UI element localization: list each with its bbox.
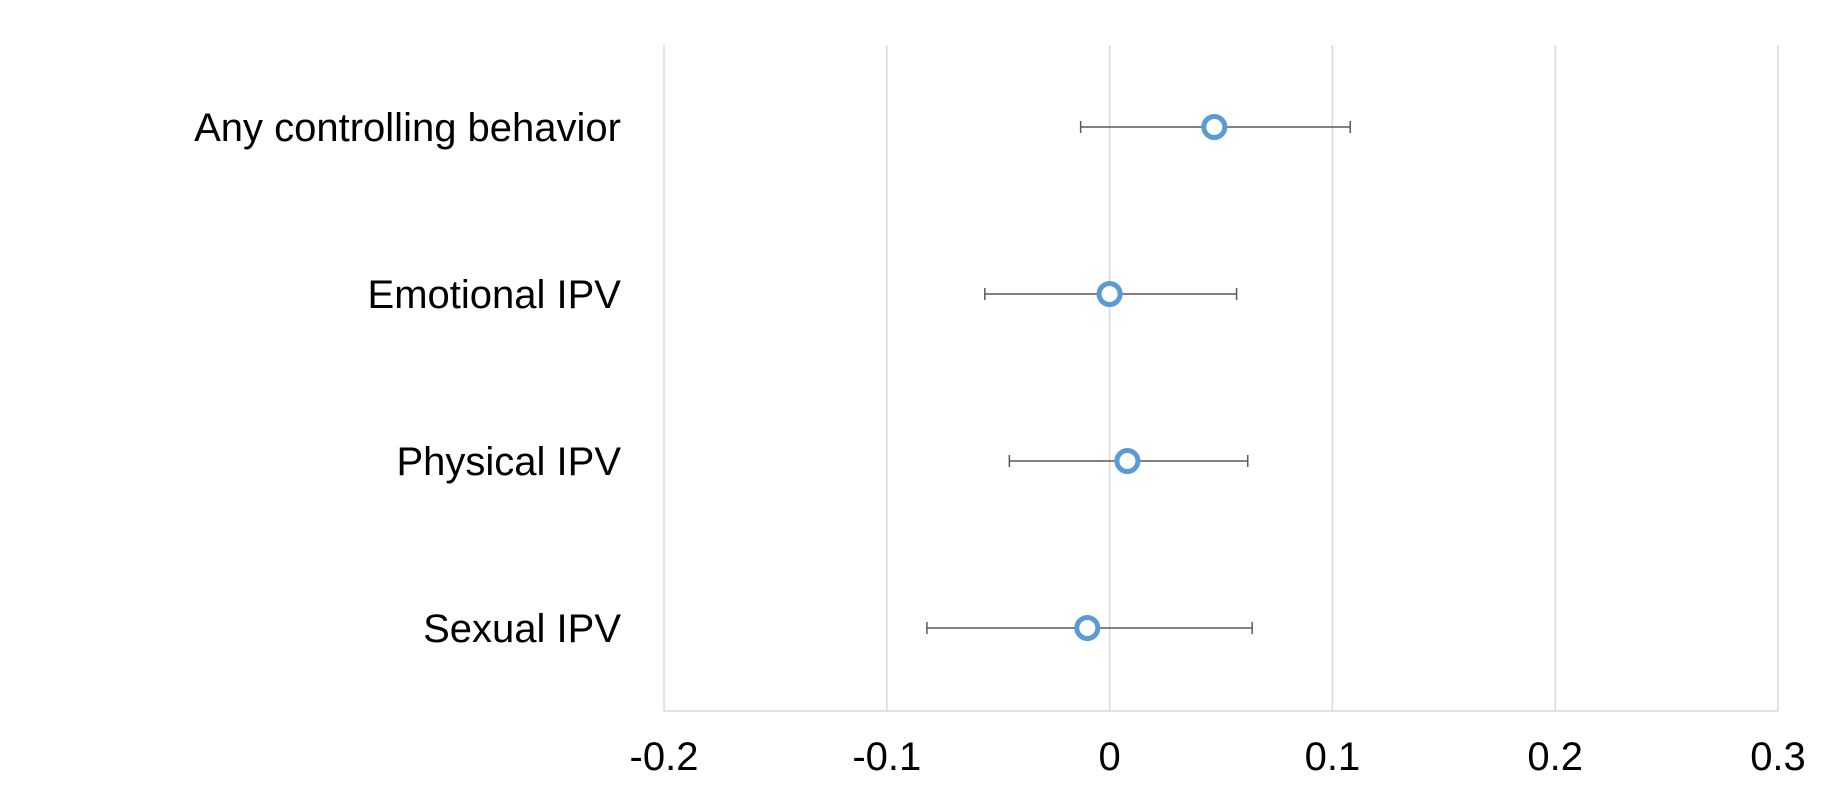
- point-marker: [1096, 281, 1123, 307]
- category-label: Physical IPV: [396, 440, 621, 484]
- marker-layer: [1074, 114, 1228, 641]
- axis-layer: -0.2 -0.1 0 0.1 0.2 0.3: [630, 710, 1806, 779]
- x-tick-label: 0.2: [1527, 735, 1583, 779]
- x-tick-label: -0.1: [852, 735, 921, 779]
- category-label: Emotional IPV: [368, 273, 622, 317]
- x-tick-label: 0.3: [1750, 735, 1806, 779]
- errorbar-layer: [926, 121, 1351, 634]
- point-marker: [1074, 615, 1101, 641]
- point-marker: [1114, 448, 1141, 474]
- category-label: Sexual IPV: [423, 607, 621, 651]
- point-marker: [1201, 114, 1228, 140]
- label-layer: Any controlling behavior Emotional IPV Phy…: [194, 106, 621, 651]
- x-tick-label: 0: [1098, 735, 1120, 779]
- x-tick-label: -0.2: [630, 735, 699, 779]
- x-tick-label: 0.1: [1305, 735, 1361, 779]
- category-label: Any controlling behavior: [194, 106, 621, 150]
- grid-layer: [663, 45, 1779, 711]
